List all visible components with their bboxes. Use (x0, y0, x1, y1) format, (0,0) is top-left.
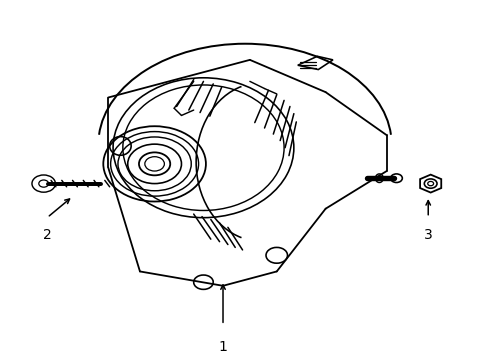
Polygon shape (420, 175, 441, 193)
Circle shape (32, 175, 55, 192)
Circle shape (145, 157, 164, 171)
Polygon shape (35, 176, 52, 191)
Circle shape (424, 179, 437, 188)
Text: 1: 1 (219, 339, 227, 354)
Text: 2: 2 (43, 228, 51, 242)
Text: 3: 3 (424, 228, 433, 242)
